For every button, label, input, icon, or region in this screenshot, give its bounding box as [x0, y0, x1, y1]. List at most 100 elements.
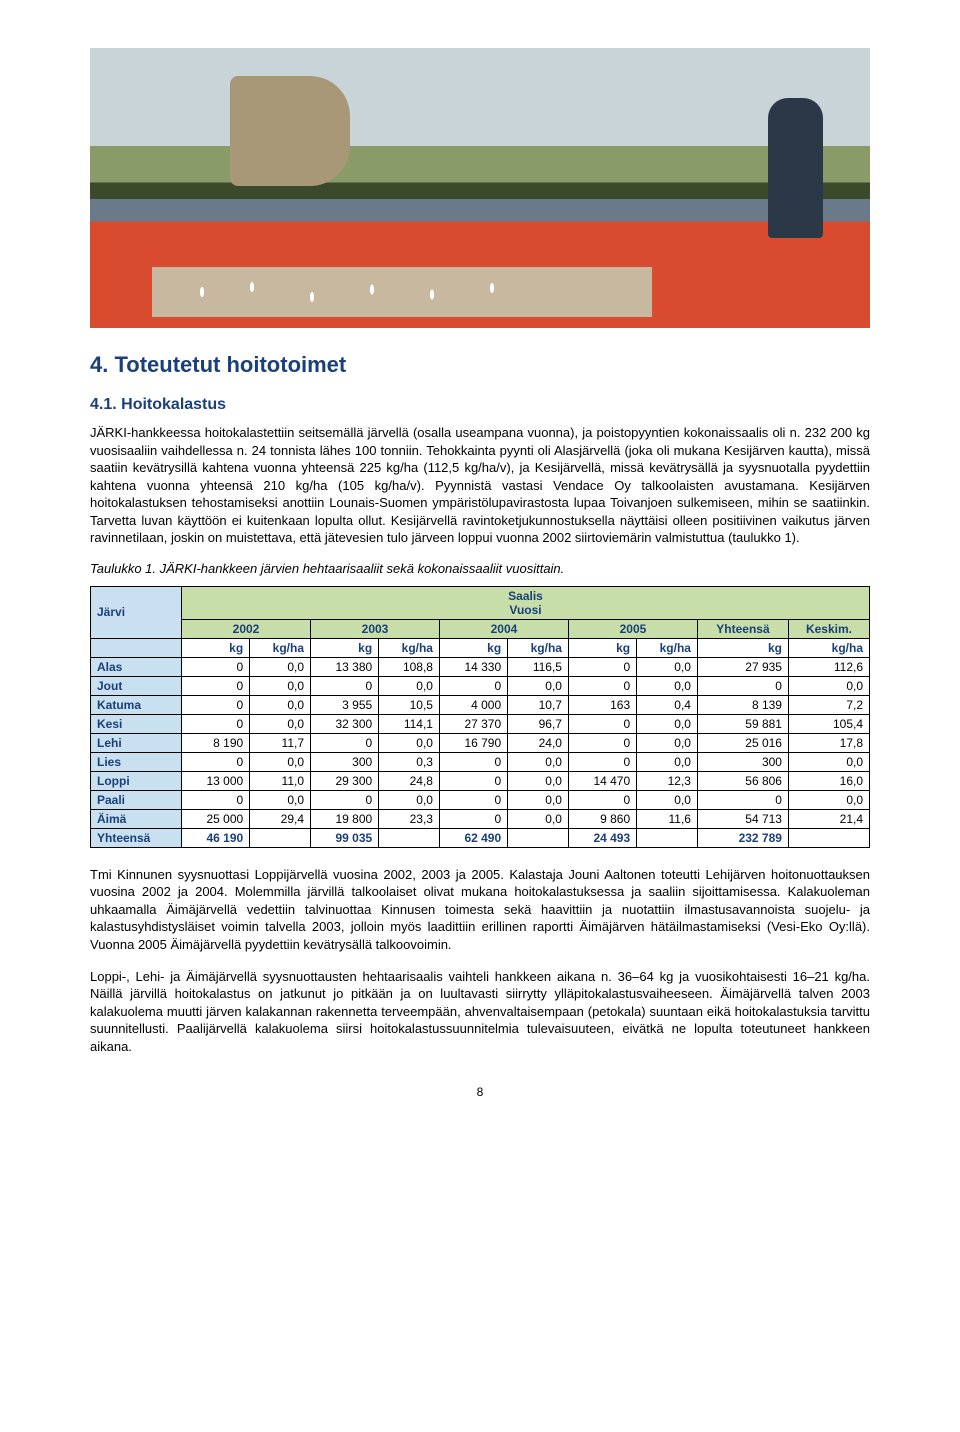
cell-value: 0	[182, 714, 250, 733]
cell-value: 0	[439, 790, 507, 809]
col-lake: Järvi	[91, 586, 182, 638]
cell-value: 0,0	[637, 733, 698, 752]
cell-value: 4 000	[439, 695, 507, 714]
unit-kg: kg	[568, 638, 636, 657]
table-caption: Taulukko 1. JÄRKI-hankkeen järvien hehta…	[90, 561, 870, 576]
cell-value: 14 330	[439, 657, 507, 676]
cell-value: 24,8	[379, 771, 440, 790]
lake-name: Lehi	[91, 733, 182, 752]
table-row: Lehi8 19011,700,016 79024,000,025 01617,…	[91, 733, 870, 752]
total-row: Yhteensä 46 190 99 035 62 490 24 493 232…	[91, 828, 870, 847]
cell-value: 12,3	[637, 771, 698, 790]
table-row: Loppi13 00011,029 30024,800,014 47012,35…	[91, 771, 870, 790]
cell-value: 0,0	[379, 790, 440, 809]
cell-value: 0	[439, 771, 507, 790]
catch-table: Järvi Saalis Vuosi 2002 2003 2004 2005 Y…	[90, 586, 870, 848]
year-2003: 2003	[311, 619, 440, 638]
cell-value: 0	[568, 676, 636, 695]
cell-value: 0,0	[637, 657, 698, 676]
cell-value: 0	[439, 676, 507, 695]
cell-value: 0	[182, 695, 250, 714]
cell-value: 0,3	[379, 752, 440, 771]
cell-value: 11,7	[250, 733, 311, 752]
cell-value: 0	[439, 752, 507, 771]
cell-value: 25 000	[182, 809, 250, 828]
cell-value: 3 955	[311, 695, 379, 714]
lake-name: Paali	[91, 790, 182, 809]
cell-value: 0,0	[637, 714, 698, 733]
total-val: 232 789	[697, 828, 788, 847]
cell-value: 0	[568, 733, 636, 752]
cell-value: 112,6	[788, 657, 869, 676]
cell-value: 0,0	[508, 771, 569, 790]
cell-value: 25 016	[697, 733, 788, 752]
cell-value: 114,1	[379, 714, 440, 733]
table-row: Jout00,000,000,000,000,0	[91, 676, 870, 695]
cell-value: 0	[439, 809, 507, 828]
paragraph: Tmi Kinnunen syysnuottasi Loppijärvellä …	[90, 866, 870, 954]
paragraph: Loppi-, Lehi- ja Äimäjärvellä syysnuotta…	[90, 968, 870, 1056]
hero-photo-detail	[152, 267, 651, 317]
lake-name: Lies	[91, 752, 182, 771]
total-label: Yhteensä	[91, 828, 182, 847]
cell-value: 59 881	[697, 714, 788, 733]
cell-value: 29 300	[311, 771, 379, 790]
cell-value: 0	[697, 676, 788, 695]
cell-value: 27 935	[697, 657, 788, 676]
cell-value: 56 806	[697, 771, 788, 790]
cell-value: 105,4	[788, 714, 869, 733]
table-row: Paali00,000,000,000,000,0	[91, 790, 870, 809]
cell-value: 0	[182, 676, 250, 695]
cell-value: 0,0	[250, 676, 311, 695]
cell-value: 0	[182, 657, 250, 676]
cell-value: 8 190	[182, 733, 250, 752]
unit-kg: kg	[697, 638, 788, 657]
cell-value: 0,0	[508, 809, 569, 828]
unit-kg: kg	[182, 638, 250, 657]
cell-value: 0	[568, 752, 636, 771]
unit-kgha: kg/ha	[379, 638, 440, 657]
total-val: 24 493	[568, 828, 636, 847]
paragraph: JÄRKI-hankkeessa hoitokalastettiin seits…	[90, 424, 870, 547]
cell-value: 0,0	[508, 790, 569, 809]
total-val: 62 490	[439, 828, 507, 847]
cell-value: 13 000	[182, 771, 250, 790]
cell-value: 10,5	[379, 695, 440, 714]
super-header-vuosi: Vuosi	[188, 603, 863, 617]
subsection-heading: 4.1. Hoitokalastus	[90, 396, 870, 414]
unit-kgha: kg/ha	[637, 638, 698, 657]
unit-kgha: kg/ha	[788, 638, 869, 657]
unit-kgha: kg/ha	[508, 638, 569, 657]
total-val	[637, 828, 698, 847]
cell-value: 0,0	[250, 790, 311, 809]
table-row: Katuma00,03 95510,54 00010,71630,48 1397…	[91, 695, 870, 714]
cell-value: 0,0	[637, 752, 698, 771]
total-val	[788, 828, 869, 847]
super-header: Saalis Vuosi	[182, 586, 870, 619]
cell-value: 23,3	[379, 809, 440, 828]
cell-value: 108,8	[379, 657, 440, 676]
cell-value: 9 860	[568, 809, 636, 828]
cell-value: 0	[311, 676, 379, 695]
cell-value: 13 380	[311, 657, 379, 676]
year-2005: 2005	[568, 619, 697, 638]
cell-value: 29,4	[250, 809, 311, 828]
cell-value: 0	[568, 714, 636, 733]
cell-value: 0,4	[637, 695, 698, 714]
section-title: Toteutetut hoitotoimet	[114, 352, 346, 377]
cell-value: 163	[568, 695, 636, 714]
cell-value: 11,6	[637, 809, 698, 828]
total-val: 46 190	[182, 828, 250, 847]
cell-value: 0	[182, 790, 250, 809]
cell-value: 11,0	[250, 771, 311, 790]
cell-value: 17,8	[788, 733, 869, 752]
unit-kgha: kg/ha	[250, 638, 311, 657]
total-val	[379, 828, 440, 847]
cell-value: 10,7	[508, 695, 569, 714]
cell-value: 7,2	[788, 695, 869, 714]
cell-value: 300	[697, 752, 788, 771]
cell-value: 21,4	[788, 809, 869, 828]
lake-name: Katuma	[91, 695, 182, 714]
section-number: 4.	[90, 352, 108, 377]
cell-value: 27 370	[439, 714, 507, 733]
